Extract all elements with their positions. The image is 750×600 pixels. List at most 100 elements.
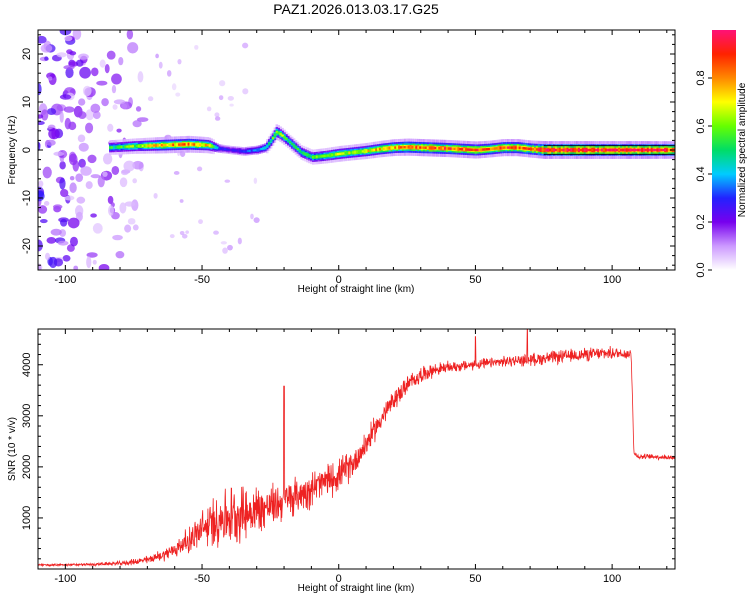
spectrogram-ridge-cell xyxy=(199,143,202,146)
spectrogram-noise-blob xyxy=(214,112,220,118)
spectrogram-ridge-cell xyxy=(114,146,118,149)
spectrogram-ridge-cell xyxy=(367,149,370,152)
spectrogram-ridge-cell xyxy=(315,155,319,158)
spectrogram-ridge-cell xyxy=(239,150,242,152)
spectrogram-ridge-cell xyxy=(610,148,613,152)
spectrogram-ridge-cell xyxy=(300,151,303,154)
spectrogram-noise-blob xyxy=(179,230,185,236)
spectrogram-ridge-cell xyxy=(313,155,317,159)
spectrogram-ridge-cell xyxy=(202,143,206,147)
spectrogram-ridge-cell xyxy=(438,146,441,150)
spectrogram-ridge-cell xyxy=(658,148,661,152)
spectrogram-ridge-cell xyxy=(654,148,658,152)
snr-x-ticks: -100 -50 0 50 100 xyxy=(37,329,668,585)
spectrogram-noise-blob xyxy=(177,58,182,65)
spectrogram-noise-blob xyxy=(198,219,203,225)
spectrogram-ridge-cell xyxy=(576,148,579,152)
spectrogram-ridge-cell xyxy=(562,148,566,152)
spectrogram-noise-blob xyxy=(171,83,177,91)
spectrogram-noise-blob xyxy=(45,252,51,261)
spectrogram-ytick-label: 20 xyxy=(21,48,33,60)
spectrogram-ridge-cell xyxy=(340,152,344,155)
spectrogram-ridge-cell xyxy=(635,148,638,152)
spectrogram-noise-blob xyxy=(227,95,234,101)
spectrogram-ridge-cell xyxy=(264,146,267,149)
spectrogram-ridge-cell xyxy=(156,144,160,147)
spectrogram-ridge-cell xyxy=(568,148,571,152)
spectrogram-ridge-cell xyxy=(572,148,575,152)
spectrogram-ridge-cell xyxy=(235,149,238,152)
spectrogram-ridge-cell xyxy=(627,148,631,152)
spectrogram-ridge-cell xyxy=(158,144,162,147)
spectrogram-noise-blob xyxy=(147,96,154,102)
spectrogram-noise-blob xyxy=(108,205,114,216)
spectrogram-noise-blob xyxy=(123,160,135,172)
spectrogram-noise-blob xyxy=(67,217,80,229)
spectrogram-ridge-cell xyxy=(193,143,196,146)
spectrogram-ridge-cell xyxy=(160,144,164,147)
spectrogram-ridge-cell xyxy=(191,143,194,146)
spectrogram-noise-blob xyxy=(59,94,72,100)
spectrogram-ridge-cell xyxy=(162,143,166,147)
spectrogram-ridge-cell xyxy=(306,153,309,156)
spectrogram-noise-blob xyxy=(120,169,129,176)
spectrogram-ridge-cell xyxy=(472,148,476,152)
spectrogram-ridge-cell xyxy=(493,147,497,150)
spectrogram-ridge-cell xyxy=(625,148,629,152)
spectrogram-ridge-cell xyxy=(430,146,434,150)
spectrogram-noise-blob xyxy=(64,35,73,42)
spectrogram-noise-blob xyxy=(68,153,78,166)
spectrogram-noise-blob xyxy=(62,254,71,262)
spectrogram-ridge-cell xyxy=(317,155,321,158)
spectrogram-ridge-cell xyxy=(518,146,522,150)
spectrogram-ridge-cell xyxy=(218,147,221,150)
spectrogram-ridge-cell xyxy=(189,143,192,146)
spectrogram-noise-blob xyxy=(111,84,117,94)
snr-xtick-label: -50 xyxy=(194,573,210,585)
spectrogram-ridge-cell xyxy=(283,136,286,139)
spectrogram-noise-blob xyxy=(72,30,82,40)
spectrogram-noise-blob xyxy=(69,236,78,247)
spectrogram-ridge-cell xyxy=(116,146,120,149)
spectrogram-ridge-cell xyxy=(260,147,263,150)
spectrogram-noise-blob xyxy=(56,52,67,58)
spectrogram-ridge-cell xyxy=(501,146,504,149)
spectrogram-ridge-cell xyxy=(308,154,311,157)
snr-y-axis-label: SNR (10 * v/v) xyxy=(7,417,18,481)
spectrogram-noise-blob xyxy=(46,108,57,115)
spectrogram-ridge-cell xyxy=(489,147,493,151)
spectrogram-ridge-cell xyxy=(181,143,185,146)
spectrogram-ridge-cell xyxy=(145,144,148,147)
spectrogram-noise-blob xyxy=(132,160,144,170)
spectrogram-ridge-cell xyxy=(442,147,445,150)
spectrogram-noise-blob xyxy=(97,175,105,188)
spectrogram-ridge-cell xyxy=(331,153,334,157)
spectrogram-noise-blob xyxy=(106,50,116,60)
spectrogram-ridge-cell xyxy=(419,146,422,149)
spectrogram-ridge-cell xyxy=(168,143,171,147)
spectrogram-ridge-cell xyxy=(426,146,430,150)
spectrogram-ridge-cell xyxy=(574,148,577,152)
spectrogram-ridge-cell xyxy=(633,148,636,152)
spectrogram-ridge-cell xyxy=(449,147,453,150)
spectrogram-ridge-cell xyxy=(183,143,187,146)
spectrogram-ridge-cell xyxy=(143,144,147,147)
spectrogram-noise-blob xyxy=(86,256,92,269)
colorbar-tick-label: 0.8 xyxy=(695,70,707,85)
spectrogram-ridge-cell xyxy=(503,146,506,149)
spectrogram-ridge-cell xyxy=(132,145,135,148)
spectrogram-noise-blob xyxy=(169,234,175,239)
spectrogram-ridge-cell xyxy=(227,148,231,151)
spectrogram-ridge-cell xyxy=(141,144,145,148)
spectrogram-ridge-cell xyxy=(407,145,411,149)
spectrogram-ridge-cell xyxy=(614,148,617,152)
snr-xtick-label: -100 xyxy=(54,573,76,585)
spectrogram-ridge-cell xyxy=(130,145,133,148)
snr-panel: -100 -50 0 50 100 1000 2000 3000 4000 Height of… xyxy=(7,328,676,594)
spectrogram-noise-blob xyxy=(112,104,118,110)
spectrogram-ridge-cell xyxy=(478,148,481,152)
spectrogram-noise-blob xyxy=(63,65,75,70)
spectrogram-ridge-cell xyxy=(267,142,271,145)
spectrogram-ridge-cell xyxy=(332,153,336,156)
spectrogram-noise-blob xyxy=(64,117,71,130)
